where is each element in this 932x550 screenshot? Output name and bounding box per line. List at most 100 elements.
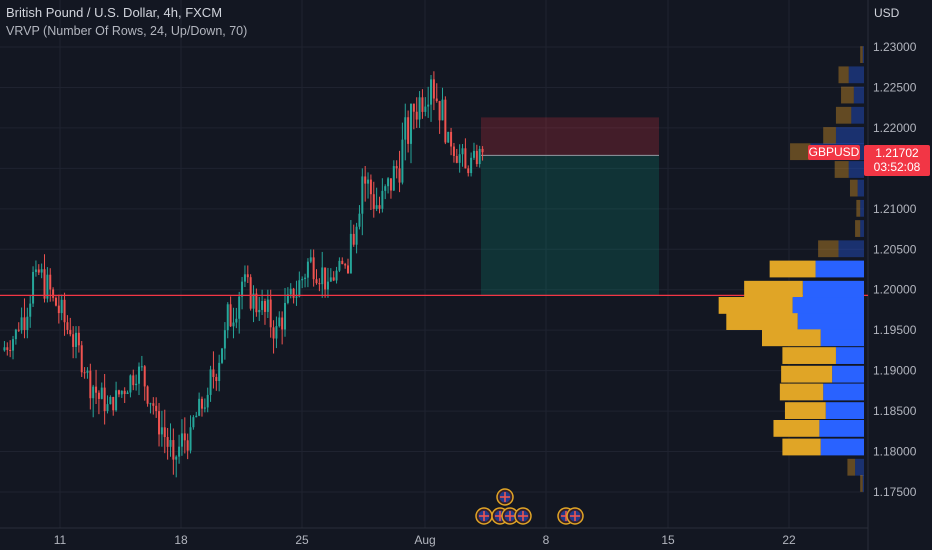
candle-body xyxy=(347,265,350,274)
candle-body xyxy=(338,260,341,271)
vp-down-bar xyxy=(849,179,858,197)
time-axis: 11 18 25 Aug 8 15 22 xyxy=(54,533,796,547)
candle-body xyxy=(358,213,361,227)
candle-body xyxy=(472,150,475,158)
candle-body xyxy=(415,111,418,120)
candle-body xyxy=(275,326,278,339)
candle-body xyxy=(295,296,298,298)
candle-body xyxy=(120,390,123,395)
candle-body xyxy=(126,392,129,395)
vp-down-bar xyxy=(834,161,849,178)
candle-body xyxy=(178,446,181,457)
vp-down-bar xyxy=(860,475,863,492)
candle-body xyxy=(301,278,304,281)
candle-body xyxy=(72,334,75,347)
bar-countdown: 03:52:08 xyxy=(873,160,921,174)
last-price: 1.21702 xyxy=(875,146,919,160)
candle-body xyxy=(481,148,484,153)
candle-body xyxy=(475,150,478,165)
candle-body xyxy=(203,407,206,409)
vp-up-bar xyxy=(832,365,864,383)
uk-flag-icon[interactable] xyxy=(501,507,519,525)
candle-body xyxy=(100,387,103,399)
vp-up-bar xyxy=(820,329,864,347)
candle-body xyxy=(152,403,155,406)
candle-body xyxy=(424,106,427,112)
price-tick-label: 1.18500 xyxy=(873,404,917,418)
candle-body xyxy=(186,440,189,451)
candle-body xyxy=(195,415,198,418)
candle-body xyxy=(54,297,57,306)
candle-body xyxy=(364,176,367,184)
candle-body xyxy=(398,168,401,183)
vp-down-bar xyxy=(718,297,793,314)
candle-body xyxy=(455,155,458,163)
candle-body xyxy=(209,369,212,395)
candle-body xyxy=(166,437,169,447)
vp-up-bar xyxy=(862,46,864,63)
candle-body xyxy=(335,270,338,281)
candle-body xyxy=(6,347,9,350)
candle-body xyxy=(243,274,246,282)
candle-body xyxy=(289,288,292,295)
candle-body xyxy=(226,304,229,331)
currency-label[interactable]: USD xyxy=(874,6,900,20)
candle-body xyxy=(221,348,224,363)
candle-body xyxy=(332,277,335,281)
candle-body xyxy=(9,349,12,351)
uk-flag-icon[interactable] xyxy=(496,488,514,506)
candle-body xyxy=(183,433,186,441)
vp-up-bar xyxy=(857,179,864,197)
candle-body xyxy=(112,396,115,411)
candle-body xyxy=(115,390,118,411)
candle-body xyxy=(146,386,149,404)
candle-body xyxy=(229,304,232,327)
candle-body xyxy=(281,317,284,330)
vp-up-bar xyxy=(820,438,864,456)
indicator-label[interactable]: VRVP (Number Of Rows, 24, Up/Down, 70) xyxy=(6,24,248,38)
time-tick-label: 22 xyxy=(782,533,796,547)
uk-flag-icon[interactable] xyxy=(566,507,584,525)
candle-body xyxy=(3,347,6,351)
candle-body xyxy=(304,277,307,279)
candle-body xyxy=(40,269,43,273)
candle-body xyxy=(315,279,318,284)
candle-body xyxy=(404,117,407,140)
candle-body xyxy=(20,317,23,331)
candle-body xyxy=(43,269,46,299)
candle-body xyxy=(200,398,203,409)
short-position-tool xyxy=(481,117,659,296)
candle-body xyxy=(464,148,467,169)
candle-body xyxy=(169,440,172,447)
price-tick-label: 1.19000 xyxy=(873,364,917,378)
candle-body xyxy=(26,316,29,330)
candle-body xyxy=(14,329,17,340)
candle-body xyxy=(387,178,390,187)
candle-body xyxy=(52,289,55,298)
candle-body xyxy=(324,267,327,290)
price-axis: 1.230001.225001.220001.215001.210001.205… xyxy=(873,40,917,499)
candle-body xyxy=(461,148,464,155)
candle-body xyxy=(252,293,255,309)
us-flag-icon[interactable] xyxy=(475,507,493,525)
price-tick-label: 1.19500 xyxy=(873,323,917,337)
vp-up-bar xyxy=(819,419,864,437)
candle-body xyxy=(447,131,450,143)
us-flag-icon[interactable] xyxy=(514,507,532,525)
vp-down-bar xyxy=(855,220,861,237)
candle-body xyxy=(369,179,372,195)
vp-up-bar xyxy=(815,260,864,278)
candle-body xyxy=(198,398,201,416)
vp-up-bar xyxy=(851,106,864,124)
candle-body xyxy=(269,299,272,328)
candle-body xyxy=(95,386,98,393)
volume-profile xyxy=(718,46,864,492)
candle-body xyxy=(60,299,63,314)
vp-up-bar xyxy=(835,127,864,144)
vp-up-bar xyxy=(838,240,864,258)
candle-body xyxy=(17,329,20,331)
vp-up-bar xyxy=(848,66,864,84)
vp-up-bar xyxy=(825,402,864,419)
candle-body xyxy=(255,293,258,313)
